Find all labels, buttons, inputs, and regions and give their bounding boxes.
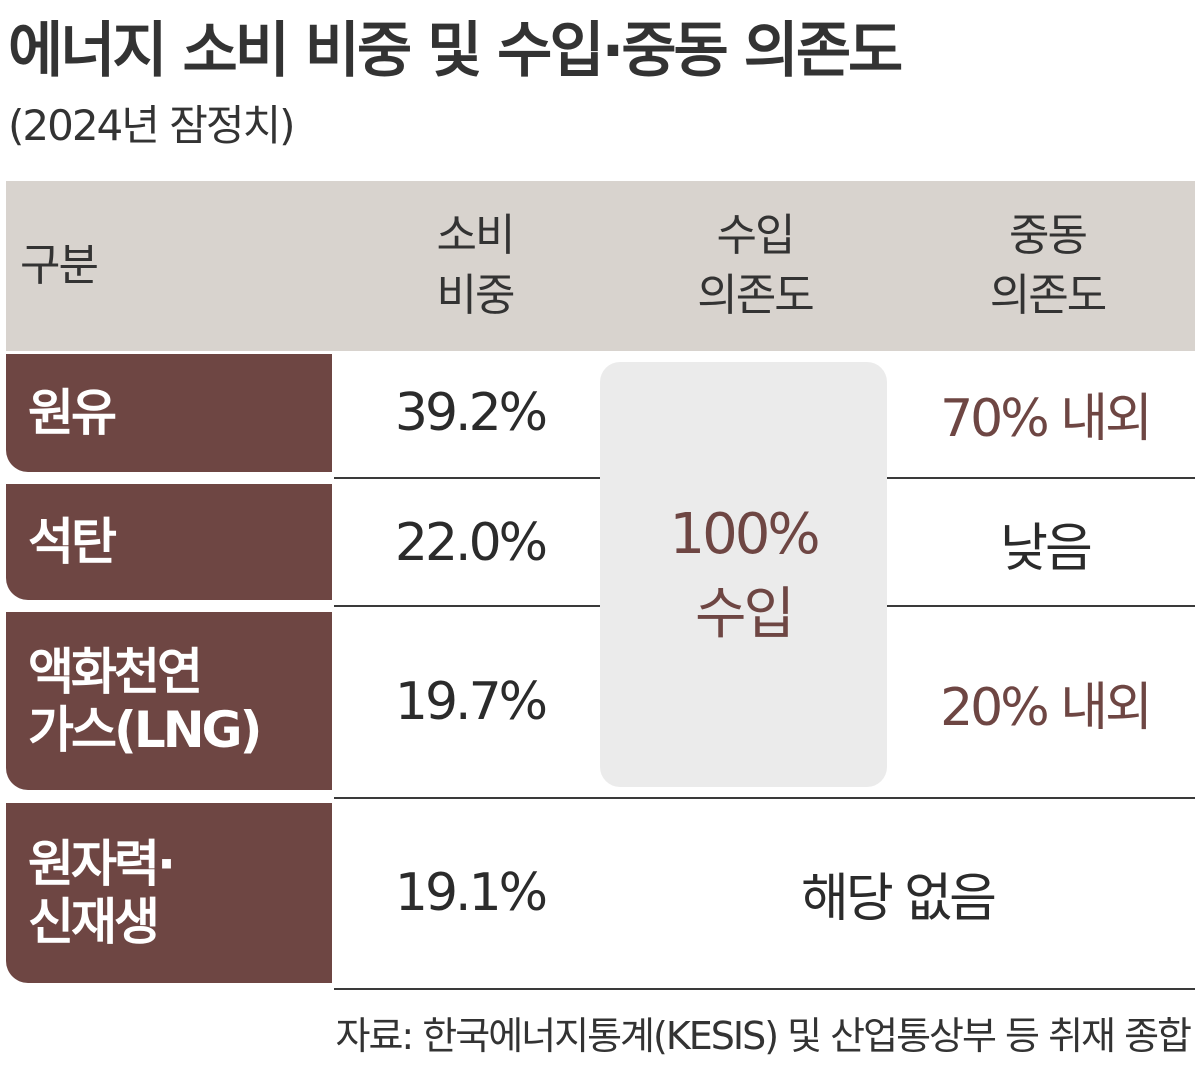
header-import-dependency: 수입 의존도 — [610, 181, 900, 351]
header-middle-east-line1: 중동 — [1009, 210, 1088, 261]
header-category-label: 구분 — [20, 240, 99, 291]
row-label-crude-oil: 원유 — [6, 354, 332, 472]
consumption-lng: 19.7% — [394, 672, 548, 732]
row-label-coal: 석탄 — [6, 484, 332, 600]
row-label-text: 원유 — [28, 384, 117, 442]
consumption-coal: 22.0% — [394, 513, 548, 573]
import-dependency-box: 100% 수입 — [600, 362, 887, 787]
source-note: 자료: 한국에너지통계(KESIS) 및 산업통상부 등 취재 종합 — [335, 1014, 1192, 1058]
middle-east-lng: 20% 내외 — [940, 677, 1153, 738]
consumption-nuclear-renewable: 19.1% — [394, 863, 548, 923]
row-divider — [887, 477, 1195, 479]
row-divider — [887, 605, 1195, 607]
header-import-line1: 수입 — [716, 210, 796, 261]
middle-east-coal: 낮음 — [1000, 518, 1093, 579]
row-label-lng: 액화천연 가스(LNG) — [6, 612, 332, 790]
row-divider — [334, 477, 600, 479]
row-label-text-line1: 액화천연 — [28, 643, 203, 701]
header-consumption-line2: 비중 — [436, 270, 516, 321]
row-label-text: 석탄 — [28, 513, 117, 571]
row-divider — [334, 605, 600, 607]
table-header: 구분 소비 비중 수입 의존도 중동 의존도 — [6, 181, 1195, 351]
row-label-nuclear-renewable: 원자력· 신재생 — [6, 803, 332, 983]
middle-east-crude-oil: 70% 내외 — [940, 388, 1153, 449]
header-import-line2: 의존도 — [697, 270, 814, 321]
row-divider — [334, 797, 1195, 799]
table-bottom-rule — [334, 988, 1195, 990]
row-label-text-line2: 가스(LNG) — [28, 701, 262, 759]
header-middle-east-dependency: 중동 의존도 — [900, 181, 1195, 351]
header-category: 구분 — [20, 181, 220, 351]
row-label-text-line2: 신재생 — [28, 893, 160, 951]
header-consumption-share: 소비 비중 — [360, 181, 590, 351]
header-middle-east-line2: 의존도 — [989, 270, 1107, 321]
page-subtitle: (2024년 잠정치) — [8, 101, 296, 150]
import-dependency-label: 수입 — [694, 581, 795, 647]
consumption-crude-oil: 39.2% — [394, 383, 548, 443]
row-label-text-line1: 원자력· — [28, 835, 176, 893]
page-title: 에너지 소비 비중 및 수입·중동 의존도 — [8, 16, 903, 86]
header-consumption-line1: 소비 — [436, 210, 516, 261]
import-dependency-value: 100% — [669, 501, 820, 567]
not-applicable: 해당 없음 — [801, 868, 997, 929]
